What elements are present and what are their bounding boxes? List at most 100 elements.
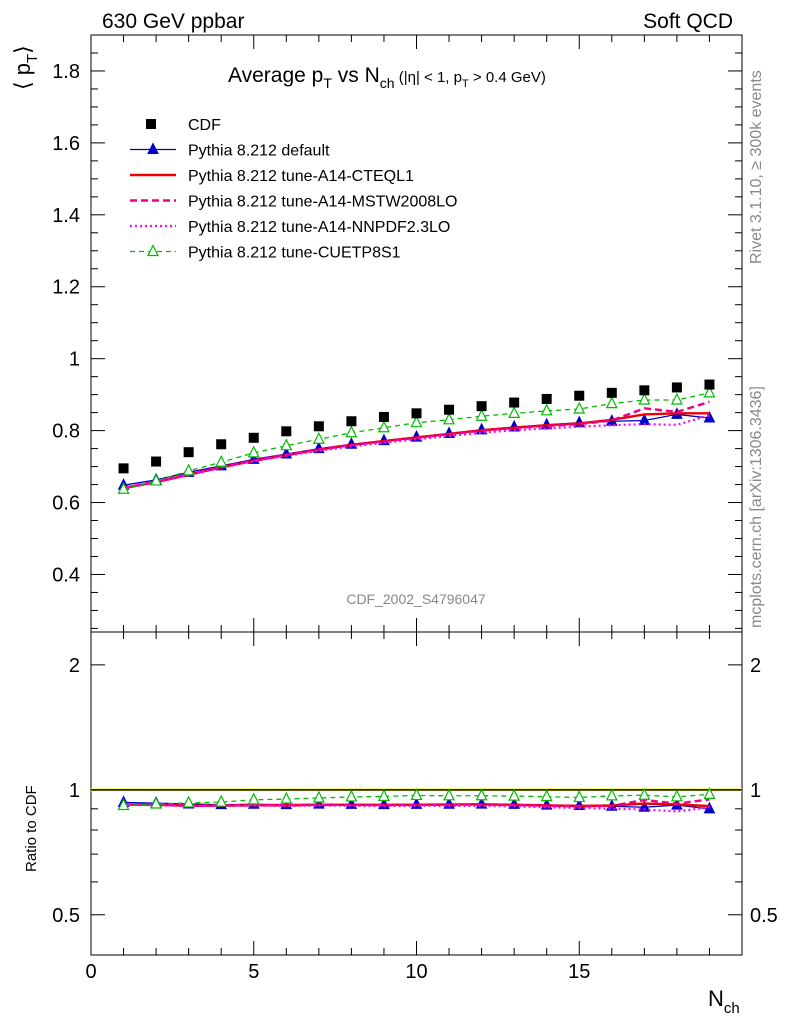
x-tick-label: 15 <box>568 961 590 983</box>
series-point-pythia-8-212-tune-cuetp8s1 <box>475 408 488 421</box>
data-point-cdf <box>639 385 650 396</box>
y-tick-label: 1 <box>69 349 80 371</box>
data-point-cdf <box>541 393 552 404</box>
rivet-note: Rivet 3.1.10, ≥ 300k events <box>748 70 765 264</box>
x-tick-label: 5 <box>248 961 259 983</box>
ratio-series-layer <box>117 787 716 814</box>
mcplots-note: mcplots.cern.ch [arXiv:1306.3436] <box>748 386 765 628</box>
ratio-point-pythia-8-212-tune-cuetp8s1 <box>410 788 423 801</box>
series-point-pythia-8-212-tune-cuetp8s1 <box>605 396 618 409</box>
series-point-pythia-8-212-tune-cuetp8s1 <box>508 405 521 418</box>
ratio-point-pythia-8-212-tune-cuetp8s1 <box>215 794 228 807</box>
data-point-cdf <box>216 439 227 450</box>
analysis-watermark: CDF_2002_S4796047 <box>346 591 486 607</box>
series-point-pythia-8-212-tune-cuetp8s1 <box>377 420 390 433</box>
y-tick-label: 1.4 <box>52 205 80 227</box>
ratio-point-pythia-8-212-tune-cuetp8s1 <box>605 788 618 801</box>
series-point-pythia-8-212-tune-cuetp8s1 <box>215 454 228 467</box>
data-point-cdf <box>606 387 617 398</box>
ratio-point-pythia-8-212-tune-cuetp8s1 <box>182 795 195 808</box>
ratio-point-pythia-8-212-tune-cuetp8s1 <box>280 791 293 804</box>
ratio-y-tick-label-right: 0.5 <box>750 905 778 927</box>
x-tick-label: 0 <box>85 961 96 983</box>
y-axis-label: ⟨ pT⟩ <box>10 45 41 90</box>
series-point-pythia-8-212-tune-cuetp8s1 <box>540 403 553 416</box>
ratio-point-pythia-8-212-tune-cuetp8s1 <box>247 792 260 805</box>
data-point-cdf <box>378 411 389 422</box>
legend-marker-cdf <box>146 119 156 129</box>
legend: CDF Pythia 8.212 default Pythia 8.212 tune… <box>130 117 457 262</box>
legend-label-pythia-8-212-tune-cuetp8s1: Pythia 8.212 tune-CUETP8S1 <box>188 245 401 262</box>
series-point-pythia-8-212-default <box>703 410 716 423</box>
series-point-pythia-8-212-tune-cuetp8s1 <box>280 438 293 451</box>
ratio-line-pythia-8-212-tune-a14-mstw2008lo <box>123 798 710 808</box>
ratio-point-pythia-8-212-tune-cuetp8s1 <box>117 798 130 811</box>
series-point-pythia-8-212-tune-cuetp8s1 <box>410 415 423 428</box>
y-tick-label: 0.4 <box>52 564 80 586</box>
data-point-cdf <box>313 421 324 432</box>
series-point-pythia-8-212-tune-cuetp8s1 <box>150 473 163 486</box>
y-tick-label: 1.8 <box>52 61 80 83</box>
data-point-cdf <box>346 416 357 427</box>
series-point-pythia-8-212-tune-cuetp8s1 <box>670 392 683 405</box>
data-point-cdf <box>671 382 682 393</box>
legend-label-cdf: CDF <box>188 117 221 134</box>
data-point-cdf <box>444 404 455 415</box>
ratio-point-pythia-8-212-tune-cuetp8s1 <box>703 787 716 799</box>
ratio-point-pythia-8-212-tune-cuetp8s1 <box>475 788 488 801</box>
data-point-cdf <box>574 390 585 401</box>
data-point-cdf <box>509 397 520 408</box>
series-point-pythia-8-212-tune-cuetp8s1 <box>573 401 586 414</box>
main-series-layer <box>117 379 716 494</box>
data-point-cdf <box>411 408 422 419</box>
data-point-cdf <box>248 432 259 443</box>
legend-marker-pythia-8-212-tune-cuetp8s1 <box>147 244 159 257</box>
y-tick-label: 1.6 <box>52 133 80 155</box>
data-point-cdf <box>151 456 162 467</box>
data-point-cdf <box>118 463 129 474</box>
legend-label-pythia-8-212-tune-a14-nnpdf2-3lo: Pythia 8.212 tune-A14-NNPDF2.3LO <box>188 219 450 236</box>
series-point-pythia-8-212-tune-cuetp8s1 <box>247 445 260 458</box>
data-point-cdf <box>281 426 292 437</box>
series-point-pythia-8-212-tune-cuetp8s1 <box>443 412 456 425</box>
ratio-y-tick-label: 2 <box>69 655 80 677</box>
y-tick-label: 0.8 <box>52 421 80 443</box>
ratio-y-tick-label: 1 <box>69 780 80 802</box>
legend-label-pythia-8-212-default: Pythia 8.212 default <box>188 143 330 160</box>
ratio-point-pythia-8-212-tune-cuetp8s1 <box>150 796 163 809</box>
series-point-pythia-8-212-tune-cuetp8s1 <box>312 431 325 444</box>
legend-marker-pythia-8-212-default <box>147 142 159 154</box>
header-left: 630 GeV ppbar <box>102 10 244 33</box>
ratio-point-pythia-8-212-tune-cuetp8s1 <box>638 787 651 800</box>
series-point-pythia-8-212-tune-cuetp8s1 <box>117 481 130 494</box>
y-tick-label: 0.6 <box>52 493 80 515</box>
chart-title: Average pT vs Nch (|η| < 1, pT > 0.4 GeV… <box>228 64 546 91</box>
ratio-point-pythia-8-212-tune-cuetp8s1 <box>312 790 325 803</box>
ratio-point-pythia-8-212-default <box>638 800 651 812</box>
ratio-point-pythia-8-212-tune-cuetp8s1 <box>540 789 553 802</box>
axis-ticks: 0 5 10 15 0.4 0.6 0.8 1 1.2 1.4 1.6 1.8 0.5 0.5 1 1 2 2 <box>52 35 778 983</box>
ratio-point-pythia-8-212-tune-cuetp8s1 <box>345 789 358 802</box>
ratio-y-tick-label-right: 2 <box>750 655 761 677</box>
header-right: Soft QCD <box>643 10 733 33</box>
x-axis-label: Nch <box>708 986 740 1017</box>
legend-label-pythia-8-212-tune-a14-mstw2008lo: Pythia 8.212 tune-A14-MSTW2008LO <box>188 194 457 211</box>
ratio-point-pythia-8-212-tune-cuetp8s1 <box>670 789 683 802</box>
data-point-cdf <box>704 379 715 390</box>
ratio-y-label: Ratio to CDF <box>23 785 40 872</box>
ratio-point-pythia-8-212-tune-cuetp8s1 <box>377 789 390 801</box>
ratio-point-pythia-8-212-tune-cuetp8s1 <box>573 790 586 803</box>
data-point-cdf <box>476 401 487 412</box>
x-tick-label: 10 <box>405 961 427 983</box>
data-point-cdf <box>183 447 194 458</box>
legend-label-pythia-8-212-tune-a14-cteql1: Pythia 8.212 tune-A14-CTEQL1 <box>188 168 414 185</box>
ratio-point-pythia-8-212-tune-cuetp8s1 <box>443 788 456 801</box>
ratio-y-tick-label-right: 1 <box>750 780 761 802</box>
series-point-pythia-8-212-tune-cuetp8s1 <box>703 385 716 398</box>
ratio-point-pythia-8-212-tune-cuetp8s1 <box>508 788 521 801</box>
series-point-pythia-8-212-tune-cuetp8s1 <box>638 392 651 405</box>
y-tick-label: 1.2 <box>52 277 80 299</box>
ratio-y-tick-label: 0.5 <box>52 905 80 927</box>
series-point-pythia-8-212-tune-cuetp8s1 <box>182 463 195 476</box>
